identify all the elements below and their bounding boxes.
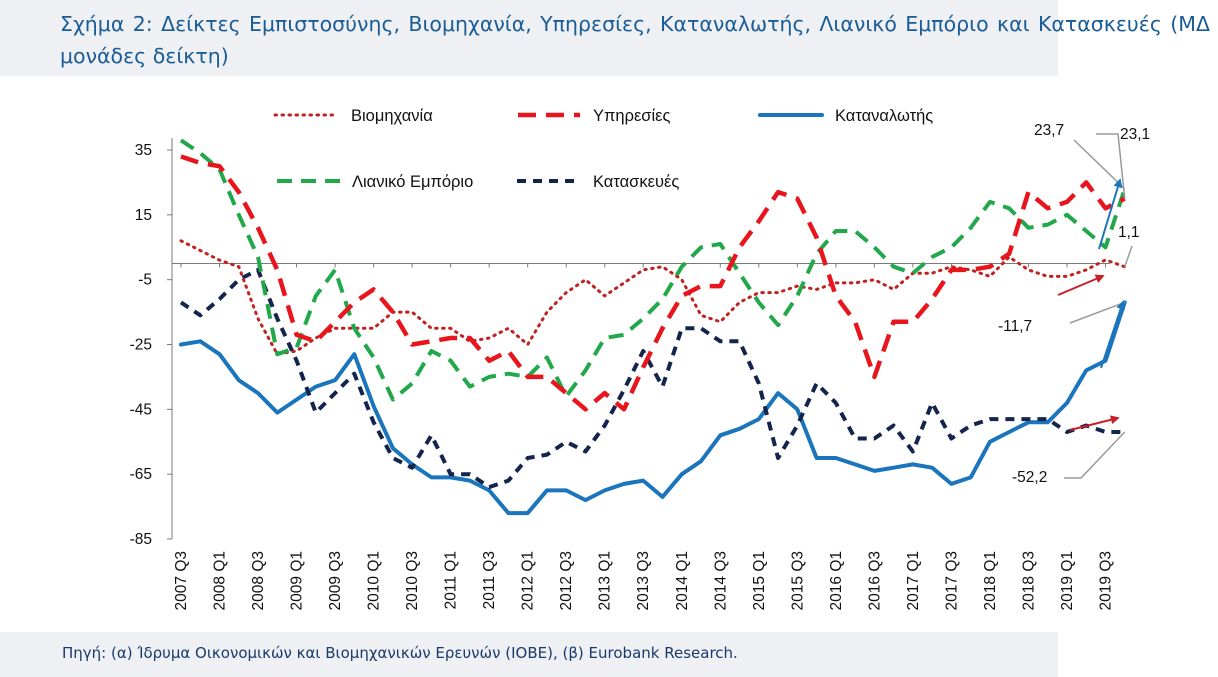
x-tick-label: 2013 Q1: [597, 551, 614, 610]
legend-label-services: Υπηρεσίες: [593, 107, 671, 125]
annotation-leader-industry_end: [1124, 245, 1133, 267]
annotation-label-retail_end: 23,7: [1034, 122, 1064, 139]
x-tick-label: 2012 Q1: [520, 551, 537, 610]
annotation-label-industry_end: 1,1: [1118, 224, 1140, 241]
x-tick-label: 2008 Q3: [250, 551, 267, 610]
x-tick-label: 2018 Q3: [1020, 551, 1037, 610]
x-tick-label: 2008 Q1: [212, 551, 229, 610]
x-tick-label: 2009 Q3: [327, 551, 344, 610]
annotation-label-construction_end: -52,2: [1012, 469, 1047, 486]
figure-title: Σχήμα 2: Δείκτες Εμπιστοσύνης, Βιομηχανί…: [60, 12, 1210, 68]
x-tick-label: 2017 Q3: [943, 551, 960, 610]
trend-arrow-retail: [1098, 178, 1123, 250]
trend-arrow-consumer: [1100, 300, 1125, 369]
x-tick-label: 2016 Q3: [866, 551, 883, 610]
x-tick-label: 2019 Q3: [1097, 551, 1114, 610]
x-tick-label: 2012 Q3: [558, 551, 575, 610]
x-tick-label: 2007 Q3: [173, 551, 190, 610]
series-line-consumer: [179, 300, 1127, 516]
x-tick-label: 2011 Q1: [443, 551, 460, 609]
title-band: [0, 0, 1058, 76]
y-tick-label: -5: [138, 272, 152, 289]
plot-area: [92, 76, 1176, 624]
annotation-label-consumer_end: -11,7: [998, 318, 1032, 335]
x-tick-label: 2010 Q1: [366, 551, 383, 610]
annotation-leader-consumer_end: [1069, 301, 1126, 324]
figure-source: Πηγή: (α) Ίδρυμα Οικονομικών και Βιομηχα…: [62, 644, 738, 662]
series-line-retail: [179, 138, 1127, 402]
x-tick-label: 2011 Q3: [481, 551, 498, 609]
x-tick-label: 2009 Q1: [289, 551, 306, 610]
trend-arrow-industry: [1057, 274, 1105, 296]
series-line-construction: [179, 267, 1125, 490]
x-tick-label: 2019 Q1: [1059, 551, 1076, 610]
x-tick-label: 2010 Q3: [404, 551, 421, 610]
legend-label-industry: Βιομηχανία: [351, 107, 433, 125]
series-line-industry: [179, 239, 1127, 356]
legend-label-construction: Κατασκευές: [593, 173, 679, 191]
legend-label-retail: Λιανικό Εμπόριο: [352, 173, 473, 191]
annotations: 23,7 23,1 1,1 -11,7 -52,2: [998, 122, 1150, 486]
source-band: [0, 632, 1058, 677]
x-tick-label: 2017 Q1: [905, 551, 922, 610]
x-tick-label: 2015 Q3: [789, 551, 806, 610]
y-tick-label: -45: [130, 401, 152, 418]
x-tick-label: 2013 Q3: [635, 551, 652, 610]
x-tick-label: 2015 Q1: [751, 551, 768, 610]
x-tick-label: 2018 Q1: [982, 551, 999, 610]
legend: Βιομηχανία Υπηρεσίες Καταναλωτής Λιανικό Εμ…: [273, 107, 933, 191]
y-tick-label: 15: [135, 207, 152, 224]
x-tick-label: 2014 Q3: [712, 551, 729, 610]
legend-label-consumer: Καταναλωτής: [835, 107, 933, 125]
x-tick-label: 2016 Q1: [828, 551, 845, 610]
annotation-label-services_end: 23,1: [1120, 126, 1150, 143]
y-tick-label: -85: [130, 531, 152, 548]
axes: 35 15 -5 -25 -45 -65 -85 2007 Q3 2008 Q1 2008 Q3 2…: [130, 138, 1114, 610]
trend-arrow-construction: [1069, 415, 1120, 431]
annotation-leader-construction_end: [1064, 431, 1126, 479]
annotation-leader-services_end: [1096, 133, 1126, 199]
series-layer: [179, 138, 1127, 516]
x-tick-label: 2014 Q1: [674, 551, 691, 610]
y-tick-label: 35: [135, 142, 152, 159]
y-tick-label: -25: [130, 337, 152, 354]
y-tick-label: -65: [130, 466, 152, 483]
